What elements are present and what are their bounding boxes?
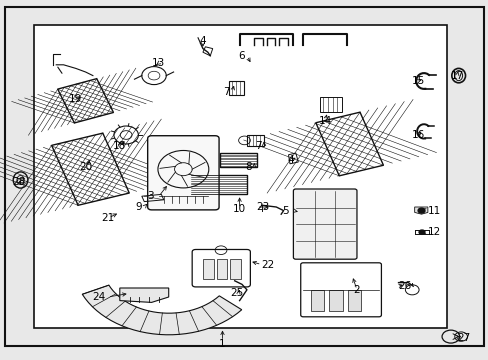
Bar [310, 290, 324, 311]
Text: 16: 16 [410, 130, 424, 140]
Bar [216, 259, 227, 279]
Text: 6: 6 [237, 51, 244, 61]
Text: 28: 28 [12, 177, 25, 187]
Text: 4: 4 [287, 155, 294, 165]
Bar [228, 81, 243, 95]
Polygon shape [120, 288, 168, 302]
Text: 5: 5 [281, 206, 288, 216]
Polygon shape [82, 285, 241, 335]
Bar [34, 25, 447, 328]
Text: 22: 22 [261, 260, 274, 270]
FancyBboxPatch shape [147, 136, 219, 210]
Text: 8: 8 [244, 162, 251, 172]
Bar [320, 97, 342, 112]
Text: 25: 25 [230, 288, 244, 298]
Bar [347, 290, 361, 311]
Circle shape [417, 208, 424, 213]
Text: 18: 18 [113, 141, 126, 151]
Text: 20: 20 [79, 162, 92, 172]
Text: 7: 7 [223, 87, 229, 97]
Text: 19: 19 [69, 94, 82, 104]
Bar [203, 259, 213, 279]
Circle shape [418, 230, 424, 234]
Text: 17: 17 [449, 71, 463, 81]
Polygon shape [414, 207, 427, 214]
Text: 2: 2 [353, 285, 360, 295]
Bar [230, 259, 241, 279]
Text: 14: 14 [318, 116, 331, 126]
FancyBboxPatch shape [300, 263, 381, 317]
Bar [190, 175, 246, 194]
Text: 13: 13 [152, 58, 165, 68]
Text: 15: 15 [410, 76, 424, 86]
FancyBboxPatch shape [293, 189, 356, 259]
Bar [52, 133, 129, 205]
Text: 1: 1 [219, 339, 225, 349]
FancyBboxPatch shape [192, 249, 250, 287]
Text: 23: 23 [256, 202, 269, 212]
Bar [328, 290, 342, 311]
Text: 7: 7 [254, 141, 261, 151]
Bar [315, 112, 383, 176]
Text: 11: 11 [427, 206, 440, 216]
Text: 26: 26 [398, 281, 411, 291]
Bar [58, 78, 113, 123]
Text: 9: 9 [135, 202, 142, 212]
Bar [220, 153, 256, 167]
Text: 10: 10 [233, 204, 245, 214]
Bar [246, 135, 264, 146]
Text: 27: 27 [456, 333, 469, 343]
Text: 12: 12 [427, 227, 440, 237]
Text: 3: 3 [147, 191, 154, 201]
Text: 21: 21 [101, 213, 114, 223]
Text: 24: 24 [92, 292, 105, 302]
Text: 4: 4 [199, 36, 206, 46]
